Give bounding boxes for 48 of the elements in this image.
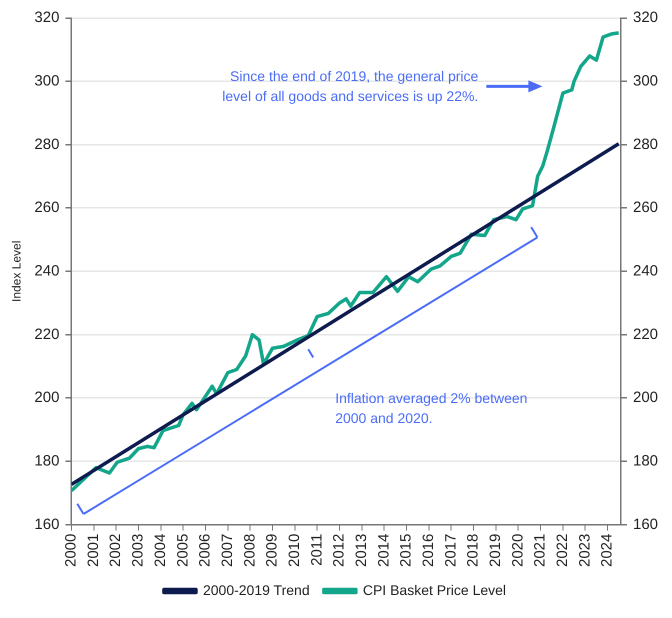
annotation: Since the end of 2019, the general price level of all goods and services is up 22%. [221, 67, 478, 106]
x-tick-label: 2006 [196, 534, 214, 568]
x-tick-label: 2003 [130, 534, 147, 568]
y-tick-label: 220 [34, 326, 60, 343]
x-tick-label: 2004 [152, 534, 169, 568]
y2-tick-label: 300 [632, 72, 658, 90]
x-tick-label: 2022 [554, 534, 572, 568]
y2-tick-label: 200 [632, 389, 658, 406]
legend-label: CPI Basket Price Level [362, 582, 506, 598]
x-tick-label: 2008 [241, 534, 258, 568]
y-axis-title: Index Level [10, 240, 24, 302]
x-tick-label: 2000 [62, 534, 80, 568]
y-tick-label: 180 [34, 452, 60, 470]
x-tick-label: 2021 [532, 534, 549, 568]
x-tick-label: 2015 [398, 534, 415, 568]
y2-tick-label: 180 [632, 452, 658, 470]
x-tick-label: 2001 [84, 534, 102, 568]
legend-label: 2000-2019 Trend [202, 582, 310, 598]
y-tick-label: 260 [34, 199, 60, 216]
x-tick-label: 2019 [487, 534, 504, 568]
y-tick-label: 280 [34, 136, 60, 153]
y-tick-label: 160 [34, 516, 60, 533]
y2-tick-label: 160 [632, 516, 658, 533]
y2-tick-label: 220 [632, 326, 658, 343]
x-tick-label: 2007 [218, 534, 236, 568]
x-tick-label: 2018 [464, 534, 482, 568]
y-tick-label: 240 [34, 262, 60, 280]
x-tick-label: 2020 [509, 534, 526, 568]
y2-tick-label: 320 [632, 9, 658, 26]
x-tick-label: 2002 [107, 534, 124, 568]
x-tick-label: 2011 [308, 534, 326, 566]
y2-tick-label: 240 [632, 262, 658, 280]
x-tick-label: 2016 [420, 534, 437, 568]
y-tick-label: 300 [34, 72, 60, 90]
y-tick-label: 200 [34, 389, 60, 406]
x-tick-label: 2005 [174, 534, 192, 568]
x-tick-label: 2023 [576, 534, 594, 568]
x-tick-label: 2010 [286, 534, 303, 568]
y2-tick-label: 260 [632, 199, 658, 216]
x-tick-label: 2024 [598, 534, 616, 568]
y2-tick-label: 280 [632, 136, 658, 153]
x-tick-label: 2009 [264, 534, 281, 568]
x-tick-label: 2013 [352, 534, 370, 568]
x-tick-label: 2014 [375, 534, 392, 568]
x-tick-label: 2012 [330, 534, 348, 568]
x-tick-label: 2017 [442, 534, 460, 568]
y-tick-label: 320 [34, 9, 60, 26]
annotation: Inflation averaged 2% between 2000 and 2020. [335, 388, 528, 428]
